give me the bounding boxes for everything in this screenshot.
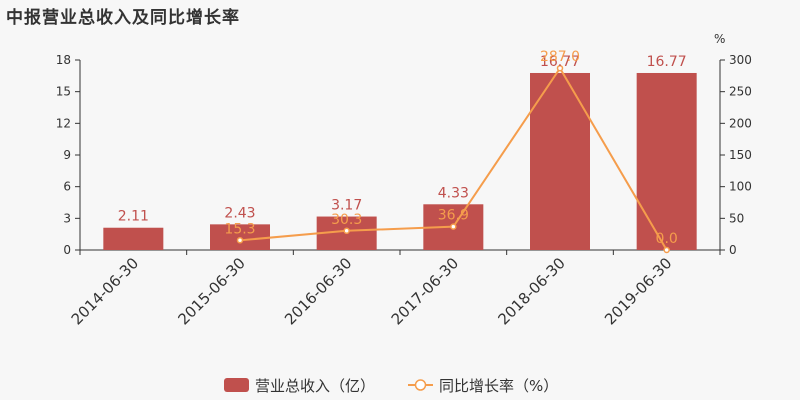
growth-value-label: 36.9	[438, 208, 469, 224]
x-axis-tick-label: 2018-06-30	[494, 254, 568, 328]
left-axis-tick-label: 18	[56, 53, 71, 67]
left-axis-tick-label: 3	[63, 211, 71, 225]
right-axis-tick-label: 250	[729, 85, 752, 99]
x-axis-tick-label: 2015-06-30	[174, 254, 248, 328]
right-axis-tick-label: 0	[729, 243, 737, 257]
left-axis-tick-label: 0	[63, 243, 71, 257]
growth-value-label: 15.3	[224, 221, 255, 237]
legend-line-marker	[414, 379, 427, 391]
right-axis-tick-label: 50	[729, 211, 744, 225]
growth-value-label: 30.3	[331, 212, 362, 228]
growth-value-label: 287.0	[540, 49, 580, 65]
growth-point	[450, 223, 457, 230]
bar	[636, 72, 697, 250]
chart-title: 中报营业总收入及同比增长率	[6, 8, 240, 28]
left-axis-tick-label: 9	[63, 148, 71, 162]
bar-value-label: 3.17	[331, 198, 362, 214]
x-axis-tick-label: 2016-06-30	[281, 254, 355, 328]
growth-point	[556, 64, 564, 72]
growth-value-label: 0.0	[656, 231, 678, 247]
bar-value-label: 4.33	[438, 185, 469, 201]
legend-bar-swatch	[224, 378, 249, 392]
right-axis-tick-label: 200	[729, 116, 752, 130]
right-axis-tick-label: 300	[729, 53, 752, 67]
bar-value-label: 16.77	[540, 54, 580, 70]
x-axis-tick-label: 2019-06-30	[601, 254, 675, 328]
legend-line-label: 同比增长率（%）	[439, 377, 558, 395]
left-axis-tick-label: 15	[56, 85, 71, 99]
right-axis-tick-label: 100	[729, 180, 752, 194]
legend-bar-label: 营业总收入（亿）	[255, 377, 375, 395]
growth-point	[663, 246, 670, 254]
growth-point	[236, 237, 244, 244]
bar-value-label: 16.77	[647, 54, 687, 70]
left-axis-tick-label: 12	[56, 116, 71, 130]
left-axis-tick-label: 6	[63, 180, 71, 194]
right-axis-tick-label: 150	[729, 148, 752, 162]
growth-point	[343, 227, 350, 235]
right-axis-unit: %	[714, 32, 725, 46]
x-axis-tick-label: 2017-06-30	[388, 254, 462, 328]
bar-value-label: 2.11	[118, 209, 149, 225]
bar-value-label: 2.43	[224, 205, 255, 221]
x-axis-tick-label: 2014-06-30	[68, 254, 142, 328]
bar	[103, 227, 164, 250]
